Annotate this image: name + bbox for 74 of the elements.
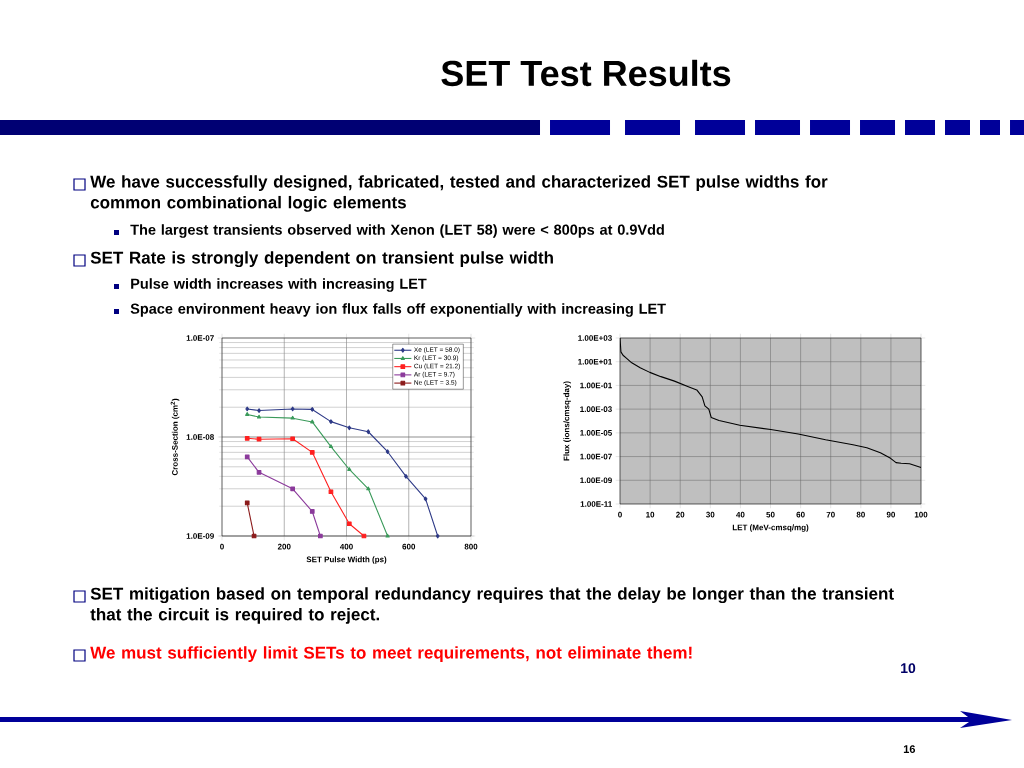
point	[244, 454, 250, 460]
text: SET Rate is strongly dependent on transient pulse width	[90, 251, 553, 268]
point	[309, 450, 315, 455]
y-tick-label: 1.00E-01	[580, 382, 612, 389]
point	[423, 496, 428, 502]
y-tick-label: 1.00E+01	[578, 358, 612, 365]
point	[347, 425, 352, 431]
text: SET mitigation based on temporal redundancy requires that the delay be longer than the transient that the circuit is required to reject.	[90, 587, 894, 624]
text: Pulse width increases with increasing LET	[131, 278, 427, 292]
point	[309, 509, 315, 514]
x-tick-label: 400	[339, 543, 353, 550]
point	[257, 408, 261, 413]
x-tick-label: 40	[736, 511, 745, 518]
y-tick-label: 1.00E-05	[580, 430, 612, 436]
y-axis-title: Cross-Section (cm$^{2}$)	[170, 398, 180, 476]
text: Space environment heavy ion flux falls off exponentially with increasing LET	[130, 303, 666, 317]
x-tick-label: 50	[766, 511, 775, 518]
point	[329, 419, 333, 424]
point	[290, 406, 295, 412]
point	[245, 412, 250, 416]
point	[256, 469, 262, 475]
point	[244, 500, 250, 506]
y-tick-label: 1.00E+03	[578, 335, 612, 341]
x-tick-label: 60	[796, 511, 805, 518]
point	[404, 474, 408, 479]
x-tick-label: 90	[886, 511, 896, 518]
y-tick-label: 1.0E-09	[186, 533, 214, 539]
x-tick-label: 70	[826, 511, 835, 518]
text: 10	[901, 663, 916, 674]
point	[361, 533, 367, 539]
x-axis-title: LET (MeV-cmsq/mg)	[732, 524, 809, 532]
x-tick-label: 0	[220, 543, 224, 550]
point	[290, 436, 296, 442]
point	[385, 533, 390, 538]
point	[385, 449, 390, 455]
point	[310, 407, 315, 412]
point	[290, 486, 296, 492]
x-tick-label: 800	[464, 543, 478, 550]
point	[328, 444, 334, 449]
point	[328, 489, 334, 495]
point	[347, 467, 352, 471]
y-tick-label: 1.0E-07	[186, 335, 214, 341]
point	[256, 414, 262, 419]
point	[290, 415, 295, 420]
point	[245, 406, 250, 412]
x-tick-label: 10	[646, 511, 655, 518]
x-tick-label: 200	[277, 543, 291, 550]
point	[366, 486, 371, 491]
x-tick-label: 30	[706, 511, 715, 518]
x-tick-label: 20	[676, 511, 685, 518]
point	[346, 521, 352, 527]
y-tick-label: 1.00E-07	[580, 453, 612, 460]
text: We have successfully designed, fabricated, tested and characterized SET pulse widths for common combinational logic elements	[90, 175, 828, 212]
text: SET Test Results	[441, 59, 731, 87]
y-tick-label: 1.00E-09	[580, 477, 612, 484]
y-tick-label: 1.00E-03	[580, 406, 612, 412]
point	[318, 533, 323, 539]
point	[366, 429, 371, 435]
text: 16	[903, 745, 916, 753]
text: The largest transients observed with Xenon (LET 58) were < 800ps at 0.9Vdd	[130, 224, 664, 238]
point	[256, 436, 262, 442]
y-tick-label: 1.00E-11	[580, 501, 612, 507]
x-tick-label: 100	[914, 511, 928, 518]
x-tick-label: 80	[856, 511, 865, 518]
point	[310, 419, 315, 424]
x-tick-label: 0	[618, 511, 622, 518]
y-axis-title: Flux (ions/cmsq-day)	[563, 381, 571, 461]
x-axis-title: SET Pulse Width (ps)	[306, 556, 387, 564]
y-tick-label: 1.0E-08	[186, 434, 214, 440]
point	[251, 533, 257, 539]
text: We must sufficiently limit SETs to meet requirements, not eliminate them!	[90, 646, 692, 663]
x-tick-label: 600	[402, 543, 416, 550]
point	[435, 533, 440, 539]
point	[244, 435, 250, 441]
